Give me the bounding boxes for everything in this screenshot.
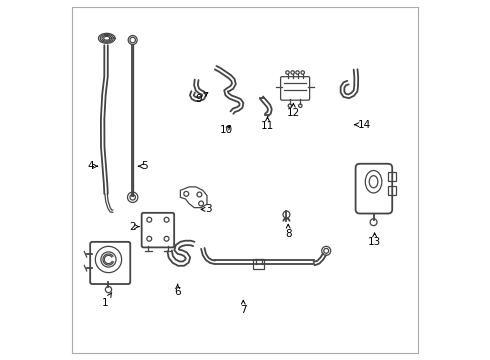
Bar — [388, 172, 396, 181]
Text: 8: 8 — [285, 224, 292, 239]
Text: 12: 12 — [287, 103, 300, 118]
Text: 5: 5 — [139, 161, 148, 171]
Text: 4: 4 — [88, 161, 98, 171]
Bar — [388, 186, 396, 194]
Bar — [253, 259, 264, 269]
Text: 10: 10 — [220, 125, 233, 135]
Text: 6: 6 — [174, 284, 181, 297]
Text: 7: 7 — [240, 300, 246, 315]
Text: 14: 14 — [355, 120, 371, 130]
Text: 3: 3 — [201, 204, 212, 214]
Text: 2: 2 — [129, 222, 139, 231]
Text: 1: 1 — [102, 293, 112, 308]
Text: 9: 9 — [195, 93, 208, 104]
Text: 13: 13 — [368, 233, 381, 247]
Text: 11: 11 — [261, 117, 274, 131]
